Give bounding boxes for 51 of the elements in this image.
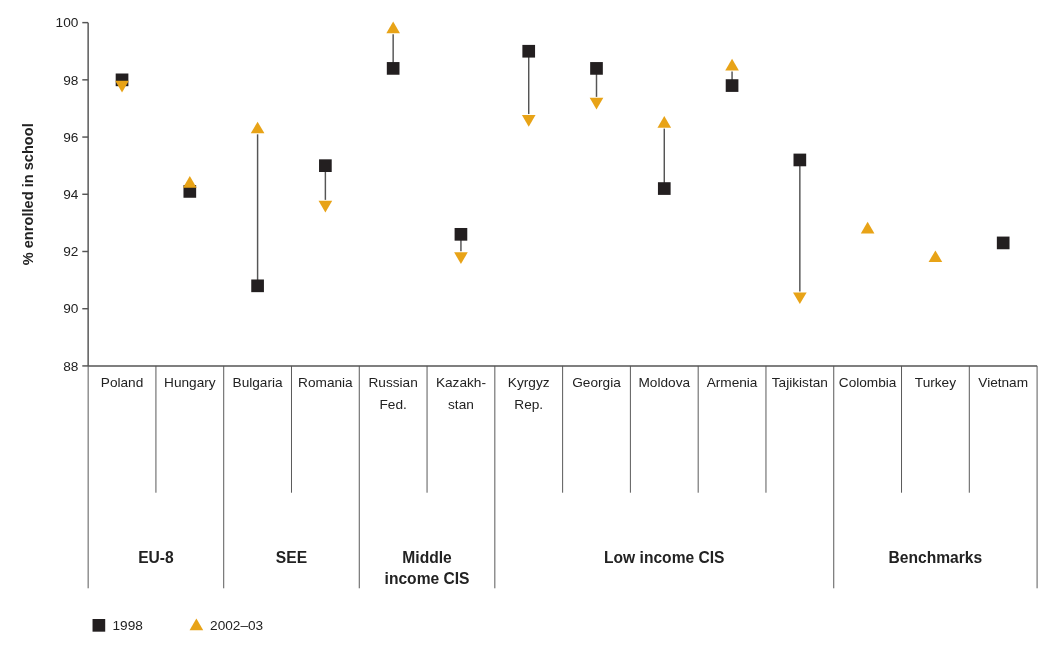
point <box>793 292 807 305</box>
point <box>454 252 468 265</box>
y-tick-label: 92 <box>63 244 79 260</box>
point <box>386 21 400 34</box>
x-tick-label: Russian Fed. <box>368 375 418 412</box>
point <box>725 79 739 92</box>
y-tick-label: 90 <box>63 301 79 317</box>
x-tick-label: Moldova <box>638 375 691 391</box>
text: Benchmarks <box>888 548 983 566</box>
y-tick-label: 96 <box>63 129 79 145</box>
point <box>589 97 604 110</box>
x-tick-label: Poland <box>100 375 144 391</box>
point <box>182 176 197 188</box>
point <box>928 250 943 263</box>
point <box>319 159 332 173</box>
point <box>590 62 603 75</box>
point <box>386 62 400 75</box>
text: EU-8 <box>138 548 175 566</box>
point <box>522 44 536 58</box>
x-tick-label: Romania <box>298 375 354 391</box>
point <box>725 58 739 71</box>
legend-label: 1998 <box>112 618 143 634</box>
x-tick-label: Bulgaria <box>232 375 284 391</box>
point <box>454 227 468 241</box>
point <box>251 279 264 293</box>
x-tick-label: Armenia <box>706 375 758 391</box>
x-tick-label: Tajikistan <box>771 375 828 391</box>
y-tick-label: 88 <box>63 358 79 374</box>
point <box>115 80 129 93</box>
x-tick-label: Colombia <box>838 375 897 391</box>
text: Low income CIS <box>604 548 725 566</box>
x-tick-label: Kazakh- stan <box>435 375 486 412</box>
y-tick-label: 100 <box>55 15 79 31</box>
x-tick-label: Vietnam <box>978 375 1029 391</box>
text: Middle income CIS <box>384 548 470 588</box>
x-tick-label: Turkey <box>914 375 957 391</box>
y-axis-title: % enrolled in school <box>19 123 36 266</box>
point <box>657 115 672 128</box>
y-tick-label: 98 <box>63 72 79 88</box>
point <box>657 182 671 195</box>
x-tick-label: Hungary <box>164 375 216 391</box>
point <box>521 115 536 127</box>
x-tick-label: Kyrgyz Rep. <box>507 375 550 412</box>
text: SEE <box>275 548 308 566</box>
y-tick-label: 94 <box>63 187 79 203</box>
x-tick-label: Georgia <box>572 375 622 391</box>
point <box>318 200 333 213</box>
point <box>860 221 875 234</box>
point <box>996 236 1010 250</box>
legend-label: 2002–03 <box>210 618 264 634</box>
point <box>250 121 265 134</box>
